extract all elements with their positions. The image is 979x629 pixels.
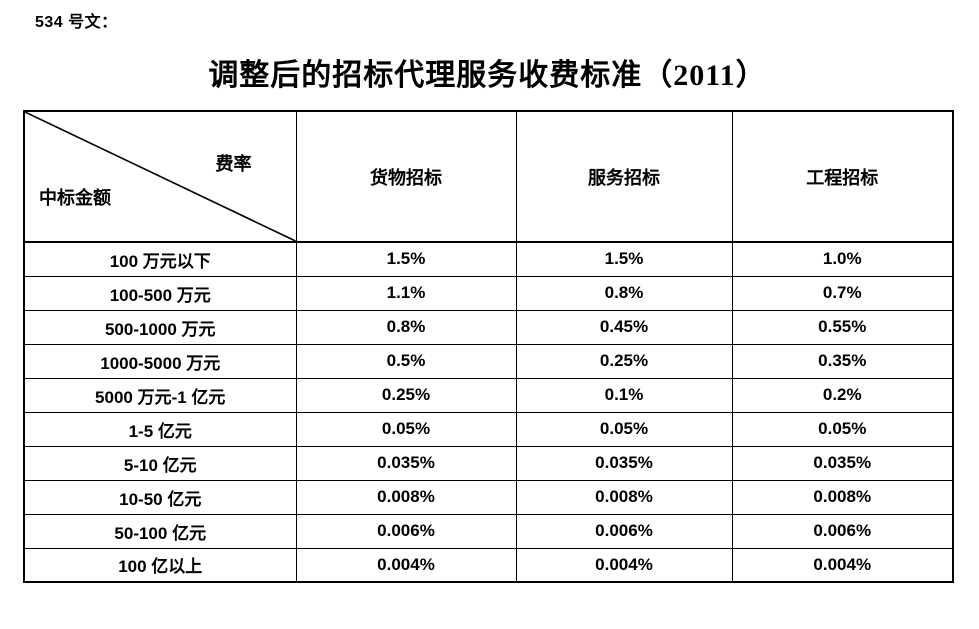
table-row: 1000-5000 万元 0.5% 0.25% 0.35% <box>23 343 954 379</box>
amount-cell: 100 亿以上 <box>23 547 297 583</box>
rate-cell: 0.035% <box>295 445 517 481</box>
amount-cell: 5-10 亿元 <box>23 445 297 481</box>
amount-cell: 1000-5000 万元 <box>23 343 297 379</box>
rate-cell: 0.006% <box>731 513 954 549</box>
rate-cell: 0.004% <box>731 547 954 583</box>
amount-cell: 50-100 亿元 <box>23 513 297 549</box>
corner-label-amount: 中标金额 <box>39 188 111 208</box>
rate-cell: 0.008% <box>515 479 733 515</box>
diagonal-divider-line <box>25 112 296 241</box>
rate-cell: 1.5% <box>515 241 733 277</box>
rate-cell: 0.35% <box>731 343 954 379</box>
rate-cell: 0.25% <box>515 343 733 379</box>
fee-rate-table: 费率 中标金额 货物招标 服务招标 工程招标 100 万元以下 1.5% 1.5… <box>23 110 954 583</box>
amount-cell: 100 万元以下 <box>23 241 297 277</box>
rate-cell: 1.5% <box>295 241 517 277</box>
rate-cell: 0.035% <box>515 445 733 481</box>
table-row: 100 万元以下 1.5% 1.5% 1.0% <box>23 241 954 277</box>
rate-cell: 0.45% <box>515 309 733 345</box>
rate-cell: 0.2% <box>731 377 954 413</box>
column-header-services: 服务招标 <box>515 110 733 243</box>
rate-cell: 0.5% <box>295 343 517 379</box>
amount-cell: 1-5 亿元 <box>23 411 297 447</box>
rate-cell: 0.55% <box>731 309 954 345</box>
table-row: 50-100 亿元 0.006% 0.006% 0.006% <box>23 513 954 549</box>
table-row: 1-5 亿元 0.05% 0.05% 0.05% <box>23 411 954 447</box>
table-row: 10-50 亿元 0.008% 0.008% 0.008% <box>23 479 954 515</box>
page-title: 调整后的招标代理服务收费标准（2011） <box>208 59 767 92</box>
rate-cell: 1.1% <box>295 275 517 311</box>
table-row: 5000 万元-1 亿元 0.25% 0.1% 0.2% <box>23 377 954 413</box>
rate-cell: 0.006% <box>295 513 517 549</box>
rate-cell: 0.8% <box>515 275 733 311</box>
rate-cell: 0.035% <box>731 445 954 481</box>
rate-cell: 0.008% <box>295 479 517 515</box>
amount-cell: 5000 万元-1 亿元 <box>23 377 297 413</box>
rate-cell: 0.7% <box>731 275 954 311</box>
rate-cell: 0.004% <box>295 547 517 583</box>
rate-cell: 0.25% <box>295 377 517 413</box>
column-header-goods: 货物招标 <box>295 110 517 243</box>
rate-cell: 0.05% <box>295 411 517 447</box>
amount-cell: 100-500 万元 <box>23 275 297 311</box>
rate-cell: 0.05% <box>731 411 954 447</box>
rate-cell: 0.05% <box>515 411 733 447</box>
rate-cell: 0.1% <box>515 377 733 413</box>
rate-cell: 0.006% <box>515 513 733 549</box>
table-row: 100 亿以上 0.004% 0.004% 0.004% <box>23 547 954 583</box>
rate-cell: 1.0% <box>731 241 954 277</box>
corner-label-rate: 费率 <box>215 154 252 174</box>
rate-cell: 0.004% <box>515 547 733 583</box>
table-header-row: 费率 中标金额 货物招标 服务招标 工程招标 <box>23 110 954 243</box>
amount-cell: 10-50 亿元 <box>23 479 297 515</box>
column-header-engineering: 工程招标 <box>731 110 954 243</box>
corner-header-cell: 费率 中标金额 <box>23 110 297 243</box>
table-row: 500-1000 万元 0.8% 0.45% 0.55% <box>23 309 954 345</box>
table-row: 5-10 亿元 0.035% 0.035% 0.035% <box>23 445 954 481</box>
doc-number-label: 534 号文： <box>35 14 118 31</box>
amount-cell: 500-1000 万元 <box>23 309 297 345</box>
rate-cell: 0.008% <box>731 479 954 515</box>
table-row: 100-500 万元 1.1% 0.8% 0.7% <box>23 275 954 311</box>
rate-cell: 0.8% <box>295 309 517 345</box>
